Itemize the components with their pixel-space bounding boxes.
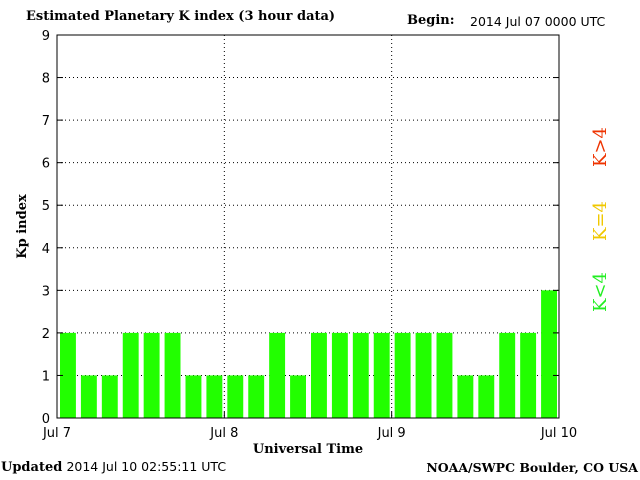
x-tick-label: Jul 9 [377,426,406,441]
source-credit: NOAA/SWPC Boulder, CO USA [426,460,638,475]
x-tick-label: Jul 8 [209,426,238,441]
y-tick-label: 7 [42,114,50,129]
bar [415,332,432,418]
y-tick-label: 5 [42,199,50,214]
y-tick-label: 9 [42,29,50,44]
y-tick-label: 0 [42,412,50,427]
bar [185,375,202,418]
legend-equal-4: K=4 [590,201,611,241]
bar [290,375,306,418]
bar [520,332,537,418]
updated-timestamp: Updated 2014 Jul 10 02:55:11 UTC [1,459,226,475]
bar [248,375,265,418]
bar [269,332,286,418]
begin-label: Begin: [407,13,455,28]
bar [206,375,223,418]
y-axis-label: Kp index [15,194,30,259]
x-tick-label: Jul 7 [42,426,71,441]
bar [478,375,495,418]
chart-title: Estimated Planetary K index (3 hour data… [26,9,336,24]
bar [60,332,76,418]
y-tick-label: 8 [42,72,50,87]
bar [436,332,453,418]
bar [457,375,474,418]
plot-frame [56,34,560,419]
updated-value: 2014 Jul 10 02:55:11 UTC [66,459,227,474]
y-tick-label: 1 [42,369,50,384]
bar [164,332,181,418]
bar [499,332,516,418]
bar [541,290,557,418]
bar [394,332,411,418]
bar [311,332,327,418]
bar [373,332,390,418]
y-tick-label: 3 [42,284,50,299]
y-tick-label: 4 [42,242,50,257]
begin-value: 2014 Jul 07 0000 UTC [470,14,606,29]
legend-below-4: K<4 [590,272,611,312]
bar [227,375,244,418]
updated-label: Updated [1,460,63,475]
legend-above-4: K>4 [590,127,611,167]
bar [143,332,160,418]
bar [331,332,348,418]
bar [80,375,97,418]
x-axis-label: Universal Time [253,442,363,457]
y-tick-label: 6 [42,157,50,172]
bar [352,332,369,418]
x-tick-label: Jul 10 [540,426,577,441]
bar [122,332,139,418]
y-tick-label: 2 [42,327,50,342]
bar [101,375,118,418]
